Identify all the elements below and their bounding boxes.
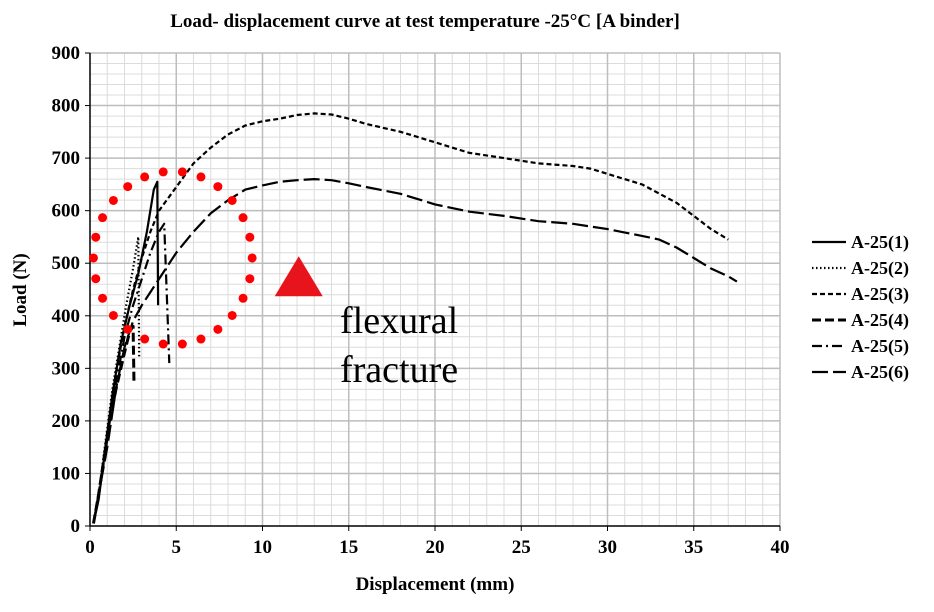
- series-line-6: [92, 178, 738, 524]
- fracture-circle-dot: [98, 293, 108, 303]
- x-tick-label: 20: [426, 537, 445, 558]
- y-tick-labels: 0 100 200 300 400 500 600 700 800 900: [52, 43, 81, 537]
- major-gridlines: [90, 52, 781, 526]
- fracture-circle-dot: [140, 334, 150, 344]
- series-lines: [92, 112, 738, 524]
- y-tick-label: 800: [52, 96, 81, 117]
- fracture-circle-dot: [123, 182, 133, 192]
- y-tick-label: 400: [52, 306, 81, 327]
- y-axis-title: Load (N): [10, 253, 31, 326]
- axes: [85, 52, 781, 531]
- y-tick-label: 500: [52, 253, 81, 274]
- fracture-circle-dot: [108, 310, 118, 320]
- fracture-circle-dot: [238, 213, 248, 223]
- x-tick-label: 40: [771, 537, 790, 558]
- chart-title: Load- displacement curve at test tempera…: [170, 11, 680, 32]
- x-axis-title: Displacement (mm): [356, 574, 515, 595]
- fracture-circle-dot: [91, 274, 101, 284]
- y-tick-label: 200: [52, 411, 81, 432]
- legend-label-3: A-25(3): [851, 284, 909, 305]
- fracture-circle-dot: [247, 253, 257, 263]
- y-tick-label: 900: [52, 43, 81, 64]
- x-tick-label: 35: [684, 537, 703, 558]
- fracture-circle-dot: [238, 293, 248, 303]
- fracture-triangle-marker: [274, 256, 323, 297]
- y-tick-label: 600: [52, 201, 81, 222]
- annotation-text-line2: fracture: [340, 349, 458, 391]
- legend-label-2: A-25(2): [851, 258, 909, 279]
- x-tick-labels: 0 5 10 15 20 25 30 35 40: [85, 537, 789, 558]
- fracture-circle-dot: [158, 339, 168, 349]
- fracture-circle-dot: [227, 310, 237, 320]
- y-tick-label: 300: [52, 358, 81, 379]
- fracture-circle-dot: [227, 195, 237, 205]
- legend-label-5: A-25(5): [851, 336, 909, 357]
- annotation-text-line1: flexural: [340, 300, 458, 342]
- x-tick-label: 15: [339, 537, 358, 558]
- fracture-circle-dot: [177, 167, 187, 177]
- fracture-circle-dot: [98, 213, 108, 223]
- legend-label-6: A-25(6): [851, 362, 909, 383]
- legend: A-25(1) A-25(2) A-25(3) A-25(4) A-25(5) A-25(…: [812, 232, 909, 383]
- fracture-circle-dot: [213, 182, 223, 192]
- fracture-circle-dot: [91, 232, 101, 242]
- fracture-circle-dot: [196, 334, 206, 344]
- legend-label-4: A-25(4): [851, 310, 909, 331]
- series-line-4: [92, 324, 136, 524]
- legend-label-1: A-25(1): [851, 232, 909, 253]
- y-tick-label: 100: [52, 463, 81, 484]
- series-line-3: [92, 112, 729, 524]
- fracture-circle-dot: [196, 172, 206, 182]
- fracture-dotted-circle: [88, 167, 257, 349]
- series-line-5: [92, 222, 171, 524]
- fracture-circle-dot: [88, 253, 98, 263]
- x-tick-label: 5: [172, 537, 182, 558]
- fracture-circle-dot: [213, 324, 223, 334]
- x-tick-label: 30: [598, 537, 617, 558]
- fracture-circle-dot: [108, 195, 118, 205]
- x-tick-label: 0: [85, 537, 95, 558]
- fracture-circle-dot: [140, 172, 150, 182]
- fracture-circle-dot: [245, 232, 255, 242]
- y-tick-label: 0: [71, 516, 81, 537]
- fracture-circle-dot: [158, 167, 168, 177]
- x-tick-label: 25: [512, 537, 531, 558]
- fracture-circle-dot: [245, 274, 255, 284]
- fracture-circle-dot: [177, 339, 187, 349]
- y-tick-label: 700: [52, 148, 81, 169]
- x-tick-label: 10: [253, 537, 272, 558]
- fracture-circle-dot: [123, 324, 133, 334]
